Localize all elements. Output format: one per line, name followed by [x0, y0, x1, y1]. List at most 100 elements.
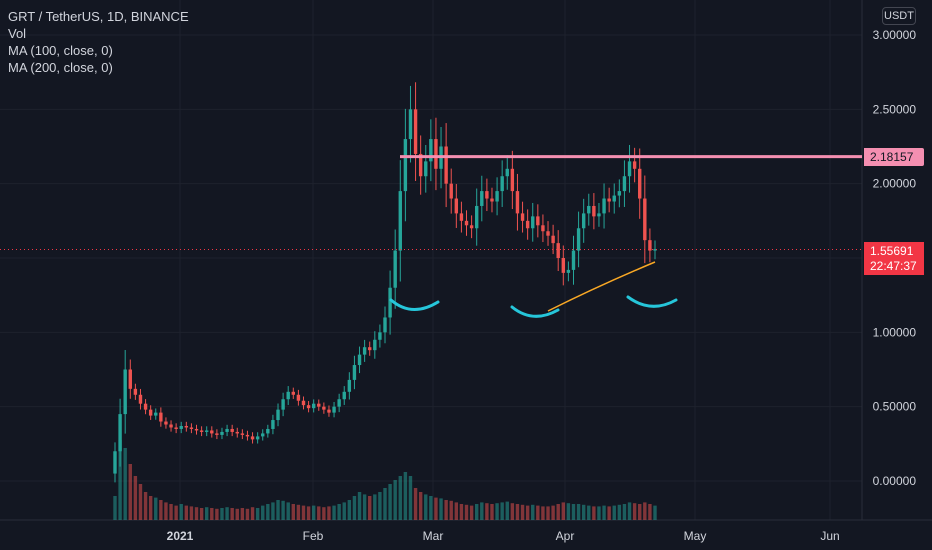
volume-bar: [643, 502, 647, 520]
candle-body: [337, 399, 341, 407]
candle-body: [607, 198, 611, 202]
volume-bar: [536, 505, 540, 520]
volume-bar: [245, 508, 250, 520]
volume-bar: [474, 504, 479, 520]
volume-bar: [531, 504, 535, 520]
candle-body: [164, 421, 168, 425]
volume-bar: [515, 504, 520, 520]
x-tick-label: Apr: [556, 529, 575, 543]
candle-body: [627, 161, 632, 177]
candle-body: [184, 425, 189, 428]
y-tick-label: 0.00000: [873, 474, 917, 488]
volume-bar: [138, 484, 143, 520]
candle-body: [154, 412, 158, 416]
candle-body: [576, 228, 581, 251]
candle-body: [536, 216, 540, 226]
volume-bar: [301, 505, 306, 520]
volume-bar: [607, 506, 611, 520]
candle-body: [464, 220, 469, 226]
candle-body: [531, 216, 535, 229]
candle-body: [352, 365, 357, 380]
volume-bar: [561, 502, 566, 520]
volume-bar: [276, 500, 280, 520]
volume-bar: [434, 497, 438, 520]
legend-vol[interactable]: Vol: [8, 26, 27, 41]
volume-bar: [230, 508, 234, 520]
volume-bar: [383, 488, 387, 520]
y-tick-label: 3.00000: [873, 28, 917, 42]
candle-body: [347, 379, 352, 392]
volume-bar: [199, 508, 204, 520]
volume-bar: [118, 440, 122, 520]
volume-bar: [403, 472, 408, 520]
legend-symbol[interactable]: GRT / TetherUS, 1D, BINANCE: [8, 9, 189, 24]
candle-body: [281, 399, 285, 410]
candle-body: [500, 176, 504, 192]
candle-body: [317, 403, 321, 407]
volume-bar: [194, 507, 199, 520]
candle-body: [327, 409, 331, 413]
candle-body: [169, 424, 173, 428]
volume-bar: [408, 476, 413, 520]
candle-body: [199, 430, 204, 432]
candle-body: [393, 250, 397, 288]
x-tick-label: 2021: [167, 529, 194, 543]
legend-ma100[interactable]: MA (100, close, 0): [8, 43, 113, 58]
y-tick-label: 2.50000: [873, 102, 917, 116]
candle-body: [383, 317, 387, 333]
candle-body: [434, 139, 438, 169]
volume-bar: [439, 498, 443, 520]
chart-annotations: [0, 155, 862, 318]
volume-bar: [653, 505, 657, 520]
candle-body: [525, 220, 530, 229]
candle-body: [632, 161, 637, 169]
volume-bar: [587, 505, 591, 520]
candle-body: [398, 191, 402, 251]
candle-body: [138, 394, 143, 404]
candle-body: [418, 153, 423, 177]
volume-bar: [617, 504, 622, 520]
legend-ma200[interactable]: MA (200, close, 0): [8, 60, 113, 75]
volume-bar: [317, 506, 321, 520]
candle-body: [495, 191, 499, 202]
candle-body: [276, 409, 280, 421]
candle-body: [215, 433, 219, 435]
candle-body: [454, 198, 459, 214]
candle-body: [230, 428, 234, 432]
volume-bar: [480, 502, 484, 520]
volume-bar: [429, 496, 433, 520]
volume-bar: [235, 508, 239, 520]
volume-bar: [393, 480, 397, 520]
volume-bar: [378, 492, 382, 520]
volume-bar: [159, 500, 163, 520]
volume-bar: [418, 492, 423, 520]
volume-bar: [490, 504, 494, 520]
candle-body: [220, 431, 224, 435]
candle-body: [459, 213, 464, 221]
candle-body: [255, 436, 260, 440]
volume-bar: [255, 508, 260, 520]
volume-bar: [342, 502, 346, 520]
candle-body: [561, 258, 566, 273]
volume-bar: [469, 505, 474, 520]
candle-body: [159, 412, 163, 422]
volume-bar: [128, 464, 132, 520]
candle-body: [587, 205, 591, 214]
volume-bar: [581, 504, 586, 520]
volume-bar: [525, 505, 530, 520]
volume-bar: [352, 496, 357, 520]
volume-bar: [622, 504, 627, 520]
volume-bar: [546, 506, 550, 520]
candle-body: [638, 168, 642, 199]
volume-bar: [495, 503, 499, 520]
candle-body: [653, 249, 657, 251]
volume-bar: [388, 484, 392, 520]
volume-bar: [464, 504, 469, 520]
volume-bar: [179, 504, 183, 520]
time-axis: 2021 Feb Mar Apr May Jun: [167, 529, 840, 543]
candle-body: [444, 146, 448, 184]
candle-body: [388, 287, 392, 318]
candle-body: [373, 339, 377, 351]
currency-button[interactable]: USDT: [882, 7, 916, 25]
